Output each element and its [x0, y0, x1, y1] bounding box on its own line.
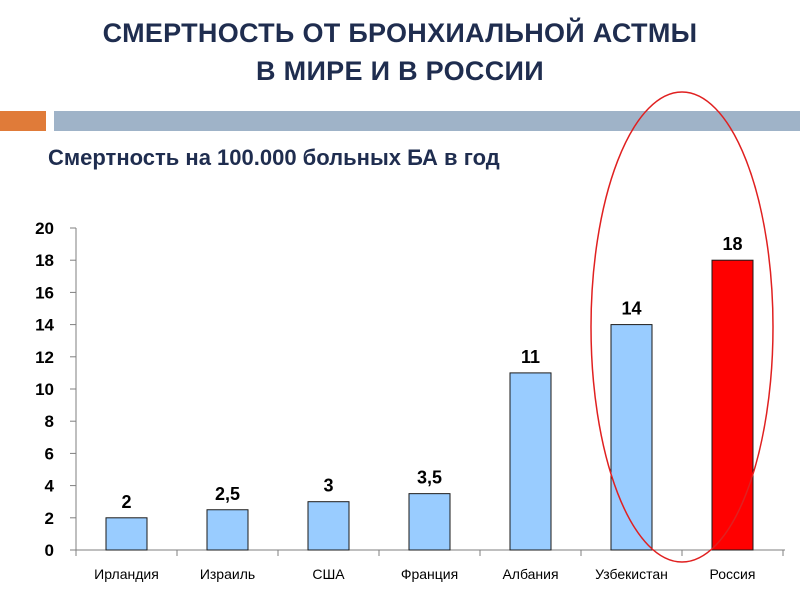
data-label: 11 — [521, 347, 540, 367]
data-label: 3,5 — [417, 468, 442, 488]
y-tick-label: 10 — [35, 380, 54, 399]
category-label: Израиль — [200, 566, 255, 582]
y-tick-label: 14 — [35, 316, 54, 335]
bar-7 — [711, 259, 754, 551]
bar-3 — [307, 501, 350, 551]
highlight-ellipse — [590, 91, 774, 563]
accent-bar — [0, 111, 46, 131]
y-tick-label: 4 — [45, 477, 55, 496]
y-tick-label: 20 — [35, 219, 54, 238]
y-tick-label: 6 — [45, 444, 54, 463]
category-label: Узбекистан — [595, 566, 668, 582]
category-label: Россия — [710, 566, 756, 582]
slide-title: СМЕРТНОСТЬ ОТ БРОНХИАЛЬНОЙ АСТМЫ В МИРЕ … — [0, 14, 800, 90]
y-tick-label: 2 — [45, 509, 54, 528]
data-label: 18 — [722, 234, 742, 254]
bar-4 — [408, 493, 451, 551]
category-label: Ирландия — [94, 566, 159, 582]
category-label: Албания — [502, 566, 558, 582]
header-rule — [54, 111, 800, 131]
data-label: 3 — [323, 476, 333, 496]
data-label: 2,5 — [215, 484, 240, 504]
slide-title-line-2: В МИРЕ И В РОССИИ — [256, 56, 544, 86]
bar-1 — [105, 517, 148, 551]
chart-subtitle: Смертность на 100.000 больных БА в год — [48, 145, 500, 170]
y-tick-label: 18 — [35, 251, 54, 270]
y-tick-label: 12 — [35, 348, 54, 367]
category-label: США — [312, 566, 345, 582]
y-tick-label: 0 — [45, 541, 54, 560]
bar-2 — [206, 509, 249, 551]
data-label: 14 — [621, 299, 641, 319]
bar-6 — [610, 324, 653, 551]
bar-5 — [509, 372, 552, 551]
data-label: 2 — [121, 492, 131, 512]
slide-title-line-1: СМЕРТНОСТЬ ОТ БРОНХИАЛЬНОЙ АСТМЫ — [102, 18, 698, 48]
y-tick-label: 8 — [45, 412, 54, 431]
category-label: Франция — [401, 566, 458, 582]
y-tick-label: 16 — [35, 283, 54, 302]
